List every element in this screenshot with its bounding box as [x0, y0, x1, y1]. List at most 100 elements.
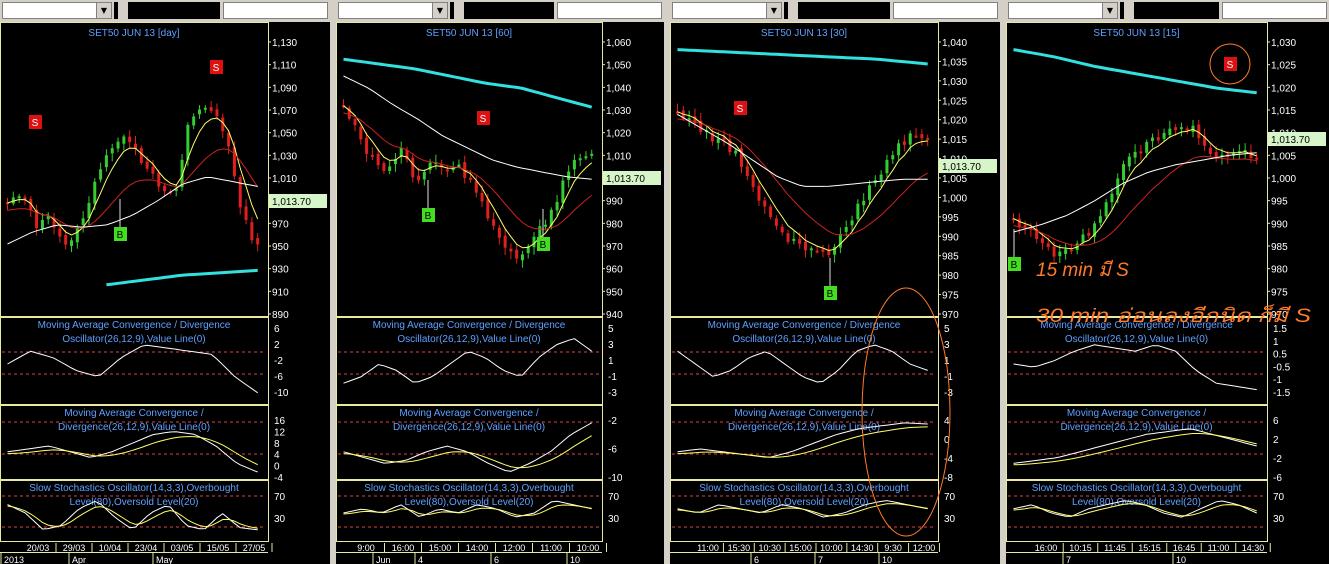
chevron-down-icon[interactable]: ▼ — [432, 2, 448, 19]
stoch-k-line — [7, 500, 258, 531]
macd1-subtitle: Oscillator(26,12,9),Value Line(0) — [397, 334, 540, 345]
price-tick: 1,050 — [606, 61, 631, 72]
macd1-line — [1013, 344, 1257, 391]
panel-splitter[interactable] — [1000, 0, 1006, 564]
time-label: 15/05 — [207, 543, 230, 553]
time-label: 16:45 — [1173, 543, 1196, 553]
price-tick: 995 — [1271, 197, 1288, 208]
field-b — [1134, 2, 1219, 19]
macd1-tick: 1 — [1273, 337, 1279, 348]
price-tick: 1,090 — [272, 83, 297, 94]
chevron-down-icon[interactable]: ▼ — [96, 2, 112, 19]
price-tick: 950 — [606, 287, 623, 298]
candle-body — [920, 134, 924, 139]
candle-body — [1255, 157, 1259, 160]
chart-title: SET50 JUN 13 [day] — [88, 28, 179, 39]
candle-body — [99, 169, 103, 180]
candle-body — [879, 174, 883, 181]
chart-svg[interactable]: SET50 JUN 13 [60] 1,060 1,050 1,040 1,030 1,0… — [336, 22, 664, 564]
chart-panel: ▼ SET50 JUN 13 [day] 1,130 1,110 1,090 1,070 1… — [0, 0, 330, 564]
candle-body — [1087, 232, 1091, 236]
candle-body — [151, 166, 155, 174]
candle-body — [509, 248, 513, 252]
price-tick: 970 — [272, 219, 289, 230]
macd2-signal — [7, 436, 258, 466]
price-tick: 1,040 — [606, 83, 631, 94]
candle-body — [868, 185, 871, 200]
candle-body — [370, 154, 374, 157]
candle-body — [157, 172, 161, 187]
price-tick: 990 — [942, 232, 959, 243]
candle-body — [192, 116, 196, 126]
candle-body — [1023, 225, 1027, 228]
time-label: 10:00 — [577, 543, 600, 553]
candle-body — [1069, 249, 1073, 252]
price-tick: 1,020 — [606, 129, 631, 140]
panel-splitter[interactable] — [330, 0, 336, 564]
macd1-tick: -10 — [274, 388, 289, 399]
time-label: 20/03 — [27, 543, 50, 553]
candle-body — [1156, 137, 1160, 141]
price-tick: 1,010 — [272, 174, 297, 185]
chevron-down-icon[interactable]: ▼ — [1102, 2, 1118, 19]
chart-svg[interactable]: SET50 JUN 13 [30] 1,040 1,035 1,030 1,025 1,0… — [670, 22, 1000, 564]
chevron-down-icon[interactable]: ▼ — [766, 2, 782, 19]
candle-body — [827, 249, 831, 255]
candle-body — [815, 250, 819, 253]
candle-body — [1098, 216, 1102, 223]
recal-scale-button[interactable] — [1222, 2, 1327, 19]
candle-body — [353, 119, 357, 126]
candle-body — [520, 254, 524, 261]
candle-body — [544, 224, 548, 227]
price-tick: 1,050 — [272, 129, 297, 140]
date-label: 10 — [882, 555, 892, 564]
price-tick: 1,000 — [1271, 174, 1296, 185]
candle-body — [792, 238, 796, 241]
candle-body — [1145, 141, 1149, 153]
candle-body — [209, 107, 213, 112]
panel-splitter[interactable] — [664, 0, 670, 564]
macd1-tick: -1 — [944, 372, 953, 383]
recal-scale-button[interactable] — [557, 2, 662, 19]
candle-body — [1064, 249, 1068, 254]
price-tick: 1,020 — [942, 116, 967, 127]
date-label: May — [156, 555, 174, 564]
candle-body — [538, 226, 542, 238]
macd2-tick: 4 — [274, 450, 280, 461]
candle-body — [1208, 147, 1212, 154]
ma-slow-line — [343, 75, 592, 180]
candle-body — [93, 181, 97, 204]
ma-long-line — [1013, 48, 1257, 95]
candle-body — [897, 143, 901, 156]
stoch-tick: 30 — [944, 514, 956, 525]
stoch-tick: 70 — [274, 492, 286, 503]
price-tick: 1,035 — [942, 57, 967, 68]
price-tick: 890 — [272, 310, 289, 321]
candle-body — [58, 228, 62, 237]
price-tick: 1,030 — [1271, 38, 1296, 49]
macd2-subtitle: Divergence(26,12,9),Value Line(0) — [393, 422, 545, 433]
candle-body — [457, 164, 461, 167]
recal-scale-button[interactable] — [223, 2, 328, 19]
date-label: 7 — [818, 555, 823, 564]
recal-scale-button[interactable] — [893, 2, 998, 19]
stoch-tick: 30 — [274, 514, 286, 525]
marker-label: B — [1011, 260, 1018, 271]
candle-body — [926, 138, 930, 141]
chart-panel: ▼ SET50 JUN 13 [30] 1,040 1,035 1,030 1,025 1,… — [670, 0, 1000, 564]
macd1-tick: -3 — [608, 388, 617, 399]
chart-svg[interactable]: SET50 JUN 13 [15] 1,030 1,025 1,020 1,015 1,0… — [1006, 22, 1329, 564]
last-price-value: 1,013.70 — [1271, 135, 1310, 146]
candle-body — [422, 171, 426, 180]
macd2-tick: -4 — [944, 454, 953, 465]
chart-svg[interactable]: SET50 JUN 13 [day] 1,130 1,110 1,090 1,070 1,… — [0, 22, 330, 564]
chart-title: SET50 JUN 13 [30] — [761, 28, 847, 39]
candle-body — [17, 196, 21, 199]
time-label: 12:00 — [913, 543, 936, 553]
price-tick: 985 — [1271, 242, 1288, 253]
macd2-title: Moving Average Convergence / — [64, 408, 204, 419]
date-label: 2013 — [4, 555, 24, 564]
price-tick: 1,025 — [942, 96, 967, 107]
candle-body — [492, 219, 496, 226]
price-tick: 1,110 — [272, 61, 297, 72]
